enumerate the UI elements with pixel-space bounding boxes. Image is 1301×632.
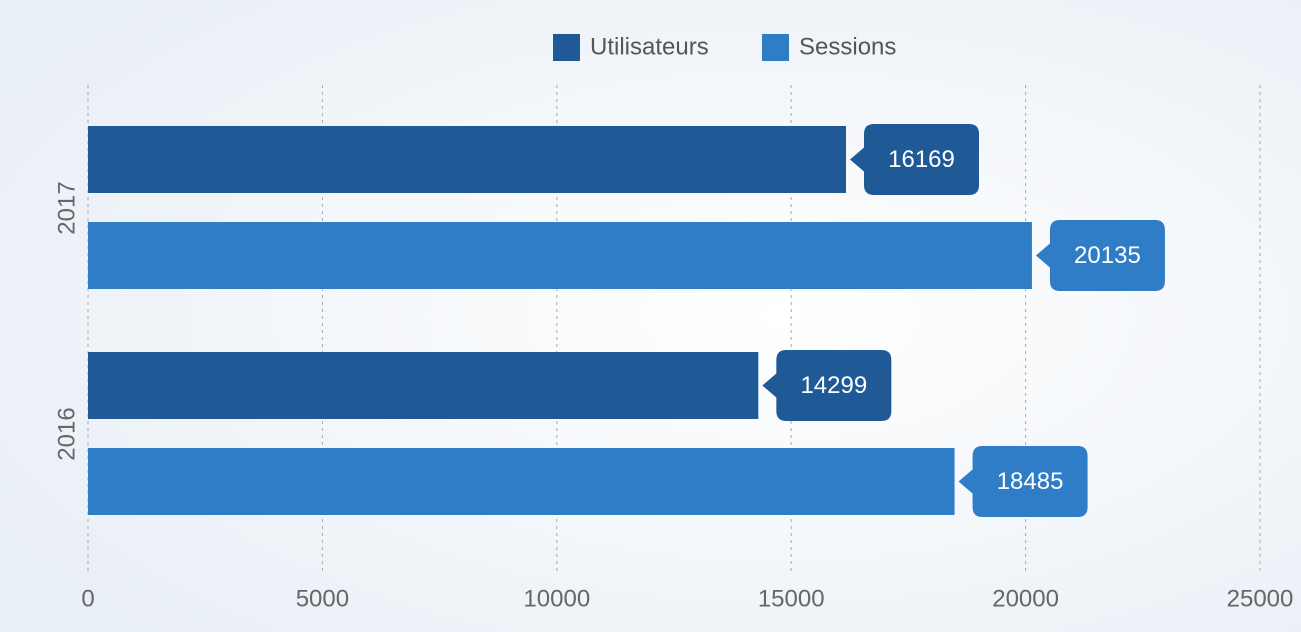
value-label: 20135: [1074, 242, 1141, 269]
legend-label: Sessions: [799, 33, 896, 60]
bar: [88, 126, 847, 193]
legend-swatch: [553, 34, 580, 61]
x-tick-label: 15000: [758, 585, 825, 612]
y-tick-label: 2016: [53, 407, 80, 460]
x-tick-label: 10000: [523, 585, 590, 612]
value-label-box: [850, 124, 980, 195]
x-tick-label: 25000: [1227, 585, 1294, 612]
value-label-box: [1035, 220, 1165, 291]
bar: [88, 352, 759, 419]
bar: [88, 448, 955, 515]
value-label: 16169: [888, 146, 955, 173]
value-label-box: [762, 350, 892, 421]
value-label-box: [958, 446, 1088, 517]
x-tick-label: 0: [81, 585, 94, 612]
x-tick-label: 5000: [296, 585, 349, 612]
bar: [88, 222, 1032, 289]
x-tick-label: 20000: [992, 585, 1059, 612]
value-label: 14299: [800, 372, 867, 399]
value-label: 18485: [997, 468, 1064, 495]
legend-label: Utilisateurs: [590, 33, 709, 60]
legend-swatch: [762, 34, 789, 61]
y-tick-label: 2017: [53, 181, 80, 234]
